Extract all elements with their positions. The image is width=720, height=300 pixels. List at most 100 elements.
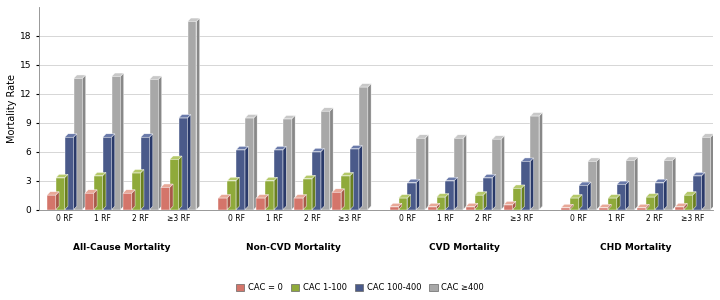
Polygon shape bbox=[245, 115, 257, 118]
Polygon shape bbox=[531, 112, 542, 116]
Polygon shape bbox=[341, 172, 354, 176]
Polygon shape bbox=[245, 146, 248, 210]
Polygon shape bbox=[436, 197, 446, 210]
Polygon shape bbox=[132, 169, 144, 173]
Polygon shape bbox=[655, 194, 658, 210]
Polygon shape bbox=[501, 136, 505, 210]
Polygon shape bbox=[513, 185, 525, 188]
Polygon shape bbox=[47, 195, 56, 210]
Polygon shape bbox=[531, 116, 539, 210]
Polygon shape bbox=[303, 195, 307, 210]
Polygon shape bbox=[312, 175, 315, 210]
Polygon shape bbox=[492, 174, 495, 210]
Polygon shape bbox=[140, 134, 153, 137]
Polygon shape bbox=[617, 184, 626, 210]
Polygon shape bbox=[579, 182, 591, 185]
Polygon shape bbox=[73, 78, 83, 210]
Polygon shape bbox=[333, 192, 341, 210]
Polygon shape bbox=[474, 203, 478, 210]
Polygon shape bbox=[399, 203, 402, 210]
Polygon shape bbox=[321, 108, 333, 111]
Polygon shape bbox=[646, 204, 649, 210]
Polygon shape bbox=[94, 176, 103, 210]
Polygon shape bbox=[73, 134, 77, 210]
Polygon shape bbox=[416, 179, 420, 210]
Polygon shape bbox=[416, 138, 426, 210]
Polygon shape bbox=[265, 195, 269, 210]
Polygon shape bbox=[655, 182, 664, 210]
Polygon shape bbox=[265, 181, 274, 210]
Polygon shape bbox=[94, 172, 106, 176]
Polygon shape bbox=[112, 76, 120, 210]
Polygon shape bbox=[283, 116, 295, 119]
Polygon shape bbox=[702, 134, 714, 137]
Polygon shape bbox=[65, 137, 73, 210]
Polygon shape bbox=[120, 73, 124, 210]
Polygon shape bbox=[684, 203, 687, 210]
Text: CHD Mortality: CHD Mortality bbox=[600, 243, 672, 252]
Polygon shape bbox=[390, 203, 402, 207]
Polygon shape bbox=[350, 172, 354, 210]
Polygon shape bbox=[588, 158, 600, 161]
Polygon shape bbox=[292, 116, 295, 210]
Polygon shape bbox=[228, 195, 230, 210]
Polygon shape bbox=[123, 190, 135, 193]
Polygon shape bbox=[492, 136, 505, 139]
Polygon shape bbox=[454, 177, 458, 210]
Polygon shape bbox=[359, 84, 371, 87]
Polygon shape bbox=[608, 198, 617, 210]
Polygon shape bbox=[333, 189, 344, 192]
Polygon shape bbox=[65, 174, 68, 210]
Polygon shape bbox=[236, 177, 239, 210]
Polygon shape bbox=[254, 115, 257, 210]
Polygon shape bbox=[158, 76, 162, 210]
Polygon shape bbox=[466, 203, 478, 207]
Polygon shape bbox=[132, 190, 135, 210]
Polygon shape bbox=[188, 18, 199, 21]
Polygon shape bbox=[702, 137, 711, 210]
Polygon shape bbox=[626, 160, 634, 210]
Polygon shape bbox=[675, 203, 687, 207]
Polygon shape bbox=[531, 158, 534, 210]
Polygon shape bbox=[436, 203, 440, 210]
Polygon shape bbox=[428, 203, 440, 207]
Polygon shape bbox=[539, 112, 542, 210]
Polygon shape bbox=[312, 152, 321, 210]
Polygon shape bbox=[368, 84, 371, 210]
Polygon shape bbox=[123, 193, 132, 210]
Polygon shape bbox=[94, 190, 97, 210]
Polygon shape bbox=[140, 137, 150, 210]
Polygon shape bbox=[359, 87, 368, 210]
Polygon shape bbox=[150, 79, 158, 210]
Polygon shape bbox=[197, 18, 199, 210]
Polygon shape bbox=[684, 192, 696, 195]
Polygon shape bbox=[294, 198, 303, 210]
Polygon shape bbox=[436, 194, 449, 197]
Polygon shape bbox=[65, 134, 77, 137]
Polygon shape bbox=[608, 195, 620, 198]
Polygon shape bbox=[521, 161, 531, 210]
Polygon shape bbox=[492, 139, 501, 210]
Polygon shape bbox=[664, 157, 676, 160]
Text: Non-CVD Mortality: Non-CVD Mortality bbox=[246, 243, 341, 252]
Polygon shape bbox=[85, 193, 94, 210]
Polygon shape bbox=[466, 207, 474, 210]
Polygon shape bbox=[608, 204, 611, 210]
Polygon shape bbox=[56, 192, 59, 210]
Polygon shape bbox=[283, 119, 292, 210]
Polygon shape bbox=[693, 172, 705, 176]
Polygon shape bbox=[399, 195, 410, 198]
Polygon shape bbox=[446, 177, 458, 181]
Polygon shape bbox=[179, 156, 182, 210]
Polygon shape bbox=[188, 115, 191, 210]
Polygon shape bbox=[56, 178, 65, 210]
Polygon shape bbox=[341, 176, 350, 210]
Polygon shape bbox=[588, 161, 597, 210]
Polygon shape bbox=[112, 73, 124, 76]
Polygon shape bbox=[570, 195, 582, 198]
Polygon shape bbox=[390, 207, 399, 210]
Polygon shape bbox=[330, 108, 333, 210]
Polygon shape bbox=[341, 189, 344, 210]
Polygon shape bbox=[85, 190, 97, 193]
Polygon shape bbox=[256, 198, 265, 210]
